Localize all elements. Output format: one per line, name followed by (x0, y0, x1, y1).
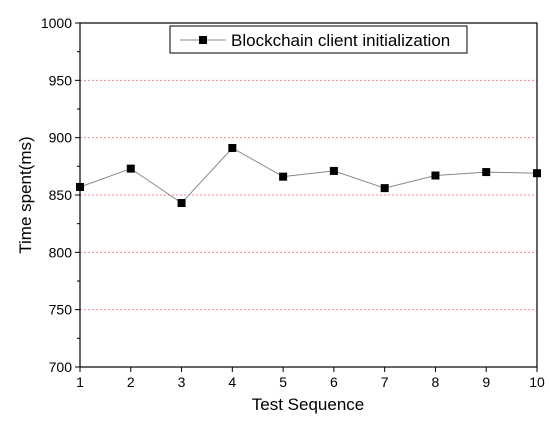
y-tick-label: 700 (49, 359, 73, 375)
y-tick-label: 750 (49, 302, 73, 318)
y-tick-label: 950 (49, 72, 73, 88)
data-point (228, 143, 237, 152)
y-tick-label: 1000 (41, 15, 72, 31)
y-axis-label: Time spent(ms) (16, 136, 35, 253)
x-tick-label: 9 (482, 374, 490, 390)
data-point (76, 182, 84, 191)
x-tick-label: 4 (228, 374, 236, 390)
y-tick-label: 800 (49, 244, 73, 260)
x-tick-label: 10 (529, 374, 545, 390)
legend-marker (199, 36, 207, 44)
legend-label: Blockchain client initialization (231, 31, 450, 50)
x-tick-label: 7 (381, 374, 389, 390)
axis-ticks: 700 750 800 850 900 950 1000 1 2 3 4 5 6 7 8 9 10 (41, 15, 545, 390)
legend: Blockchain client initialization (169, 25, 468, 54)
data-point (482, 168, 491, 177)
data-series (76, 143, 541, 208)
y-tick-label: 900 (49, 130, 73, 146)
series-line (79, 147, 538, 204)
x-tick-label: 5 (279, 374, 287, 390)
data-point (126, 164, 135, 173)
y-tick-label: 850 (49, 187, 73, 203)
data-point (177, 199, 186, 208)
data-point (431, 171, 440, 180)
x-tick-label: 1 (76, 374, 84, 390)
x-axis-label: Test Sequence (252, 395, 364, 414)
x-tick-label: 8 (432, 374, 440, 390)
data-point (279, 172, 288, 181)
data-point (380, 184, 389, 193)
x-tick-label: 6 (330, 374, 338, 390)
data-point (329, 166, 338, 175)
x-tick-label: 3 (178, 374, 186, 390)
x-tick-label: 2 (127, 374, 135, 390)
gridlines (80, 79, 537, 311)
data-point (533, 169, 541, 178)
